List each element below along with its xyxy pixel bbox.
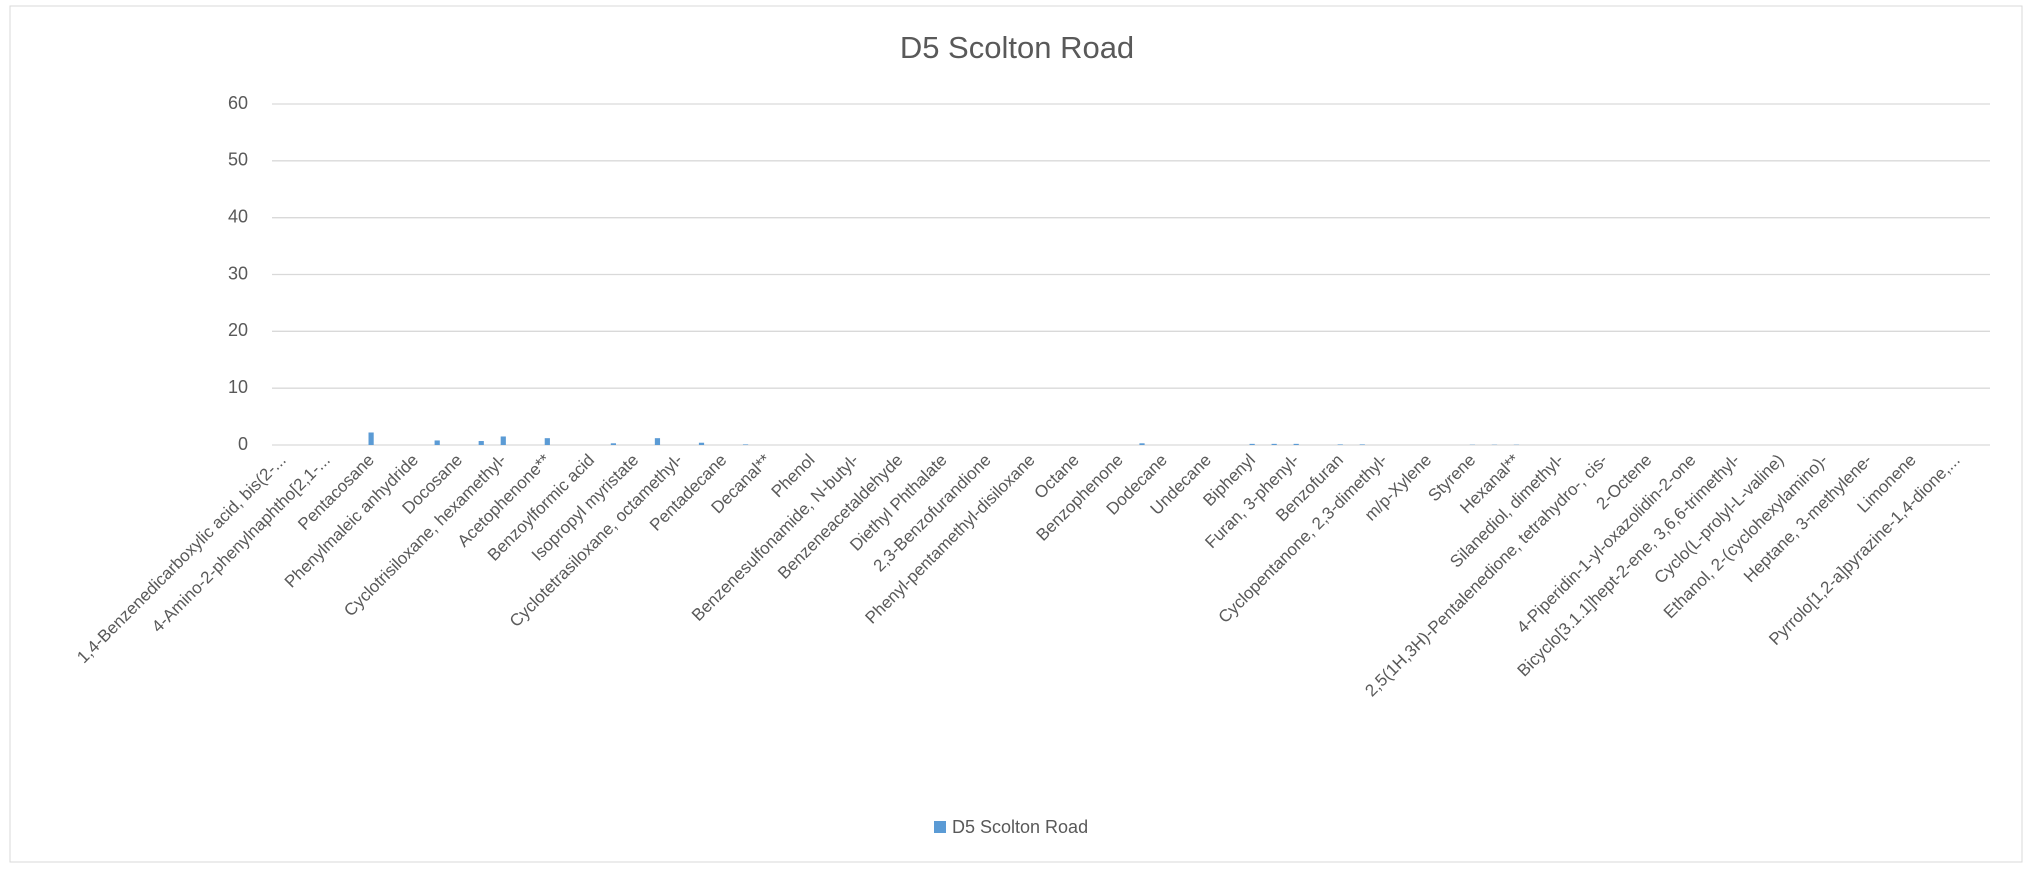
bar — [1272, 444, 1277, 445]
bar — [545, 438, 550, 445]
bar — [699, 443, 704, 445]
bar — [655, 438, 660, 445]
bar — [1294, 444, 1299, 445]
legend-label: D5 Scolton Road — [952, 817, 1088, 837]
bar — [611, 443, 616, 445]
bar — [501, 436, 506, 445]
y-tick-label: 50 — [228, 150, 248, 170]
bar — [369, 432, 374, 445]
y-tick-label: 30 — [228, 263, 248, 283]
bar — [1338, 444, 1343, 445]
bar — [1250, 444, 1255, 445]
y-tick-label: 60 — [228, 93, 248, 113]
bar — [435, 440, 440, 445]
bar — [479, 441, 484, 445]
y-tick-label: 0 — [238, 434, 248, 454]
bar — [743, 444, 748, 445]
y-tick-label: 20 — [228, 320, 248, 340]
bar — [1360, 444, 1365, 445]
y-tick-label: 40 — [228, 206, 248, 226]
y-tick-label: 10 — [228, 377, 248, 397]
bar — [1139, 443, 1144, 445]
chart-border — [10, 6, 2022, 862]
legend-swatch — [934, 821, 946, 833]
chart-title: D5 Scolton Road — [900, 30, 1134, 65]
